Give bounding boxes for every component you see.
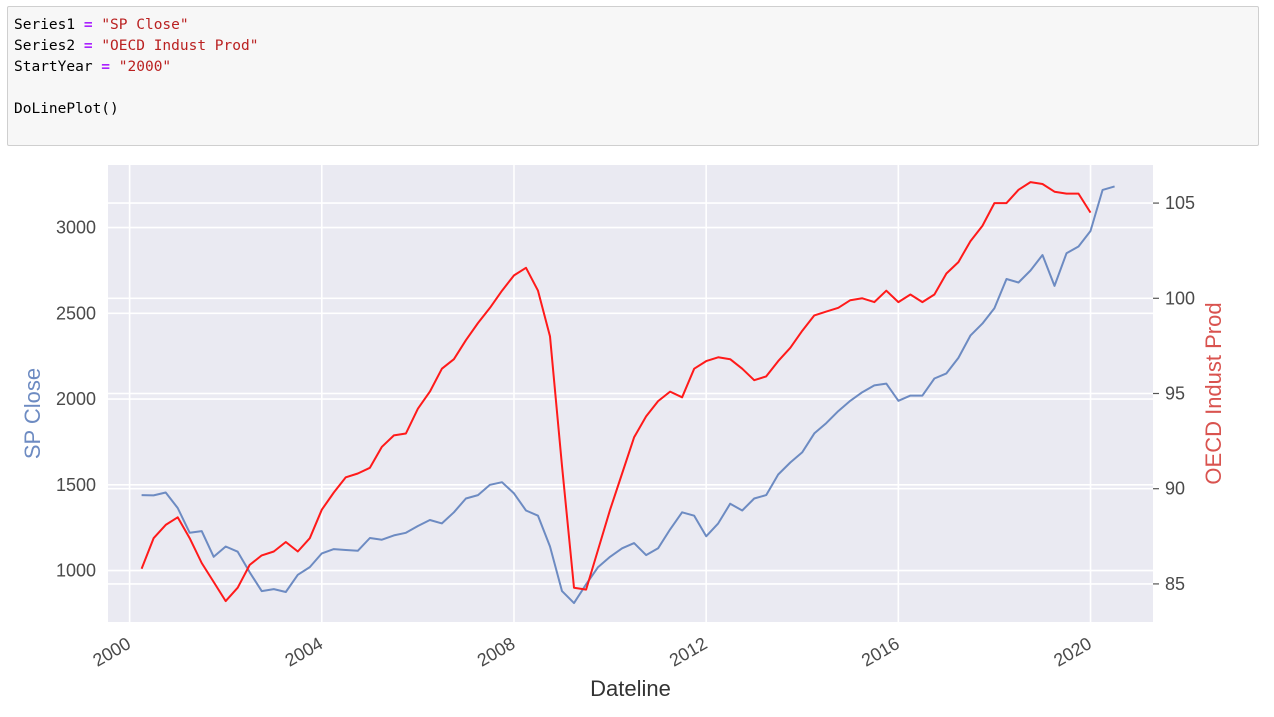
oecd-indust-prod-line — [140, 181, 1092, 603]
left-y-tick-label: 2500 — [56, 303, 96, 323]
code-line: StartYear = "2000" — [14, 57, 258, 78]
right-y-tick-label: 105 — [1165, 193, 1195, 213]
code-string: "SP Close" — [101, 17, 189, 33]
x-axis-title: Dateline — [590, 676, 671, 701]
code-operator: = — [92, 59, 119, 75]
dual-axis-line-chart: 2000 2004 2008 2012 2016 2020 1000 1500 2000 2500… — [20, 165, 1226, 701]
code-identifier: DoLinePlot() — [14, 101, 119, 117]
left-y-tick-label: 1500 — [56, 475, 96, 495]
right-y-tick-label: 90 — [1165, 479, 1185, 499]
code-editor[interactable]: Series1 = "SP Close" Series2 = "OECD Indu… — [14, 15, 258, 120]
x-tick-label: 2000 — [89, 633, 134, 670]
x-tick-label: 2020 — [1050, 633, 1095, 670]
left-y-tick-label: 2000 — [56, 389, 96, 409]
code-identifier: Series1 — [14, 17, 76, 33]
x-tick-label: 2004 — [282, 633, 327, 670]
right-y-tick-label: 85 — [1165, 574, 1185, 594]
left-y-tick-label: 3000 — [56, 218, 96, 238]
code-identifier: Series2 — [14, 38, 76, 54]
code-operator: = — [75, 38, 102, 54]
code-string: "2000" — [118, 59, 172, 75]
left-y-tick-label: 1000 — [56, 561, 96, 581]
x-tick-label: 2008 — [474, 633, 519, 670]
sp-close-line — [141, 185, 1115, 605]
left-y-axis-title: SP Close — [20, 368, 45, 459]
code-string: "OECD Indust Prod" — [101, 38, 259, 54]
right-y-axis-title: OECD Indust Prod — [1201, 302, 1226, 484]
code-line — [14, 78, 258, 99]
code-identifier: StartYear — [14, 59, 93, 75]
x-tick-label: 2012 — [666, 633, 711, 670]
right-y-tick-label: 95 — [1165, 384, 1185, 404]
grid-lines — [108, 165, 1153, 622]
code-line: Series2 = "OECD Indust Prod" — [14, 36, 258, 57]
code-line: Series1 = "SP Close" — [14, 15, 258, 36]
code-cell[interactable]: Series1 = "SP Close" Series2 = "OECD Indu… — [7, 6, 1259, 146]
code-line: DoLinePlot() — [14, 99, 258, 120]
x-tick-label: 2016 — [858, 633, 903, 670]
right-y-tick-label: 100 — [1165, 288, 1195, 308]
code-operator: = — [75, 17, 102, 33]
series-lines — [140, 181, 1115, 605]
